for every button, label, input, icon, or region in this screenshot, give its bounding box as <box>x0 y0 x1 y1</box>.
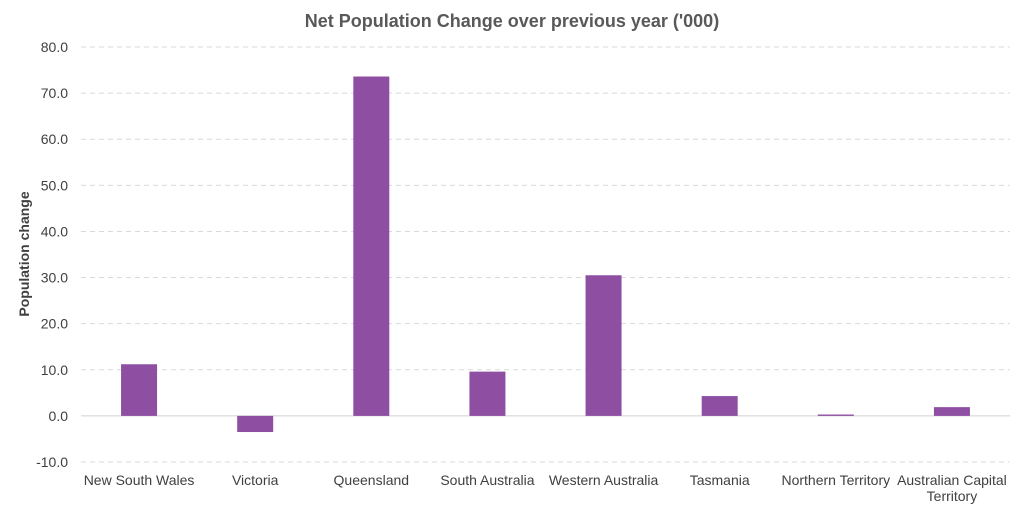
x-category-label: Territory <box>927 488 978 504</box>
y-axis-ticks: 80.0 70.0 60.0 50.0 40.0 30.0 20.0 10.0 0.0 -10.0 <box>36 39 68 470</box>
x-category-label: South Australia <box>440 472 534 488</box>
gridlines <box>81 46 1010 463</box>
bar <box>237 415 274 433</box>
x-category-label: Queensland <box>334 472 410 488</box>
x-category-label: Tasmania <box>690 472 750 488</box>
x-category-label: Australian Capital <box>897 472 1007 488</box>
y-tick-label: 80.0 <box>41 39 68 55</box>
bar <box>469 371 506 416</box>
bar <box>353 76 390 416</box>
x-category-label: Victoria <box>232 472 279 488</box>
y-tick-label: 30.0 <box>41 270 68 286</box>
y-tick-label: 50.0 <box>41 177 68 193</box>
bar <box>701 396 738 416</box>
bar <box>585 275 622 416</box>
y-tick-label: 20.0 <box>41 316 68 332</box>
y-axis-label: Population change <box>16 191 32 316</box>
y-tick-label: 40.0 <box>41 223 68 239</box>
bar <box>817 414 854 416</box>
y-tick-label: 10.0 <box>41 362 68 378</box>
x-category-label: New South Wales <box>84 472 195 488</box>
bar <box>121 364 158 416</box>
chart-title: Net Population Change over previous year… <box>305 11 719 31</box>
x-category-label: Northern Territory <box>781 472 890 488</box>
y-tick-label: -10.0 <box>36 454 68 470</box>
bar <box>933 407 970 416</box>
x-category-label: Western Australia <box>549 472 659 488</box>
bars <box>121 76 970 433</box>
y-tick-label: 0.0 <box>49 408 69 424</box>
x-axis-categories: New South Wales Victoria Queensland South A… <box>84 472 1007 504</box>
y-tick-label: 60.0 <box>41 131 68 147</box>
y-tick-label: 70.0 <box>41 85 68 101</box>
